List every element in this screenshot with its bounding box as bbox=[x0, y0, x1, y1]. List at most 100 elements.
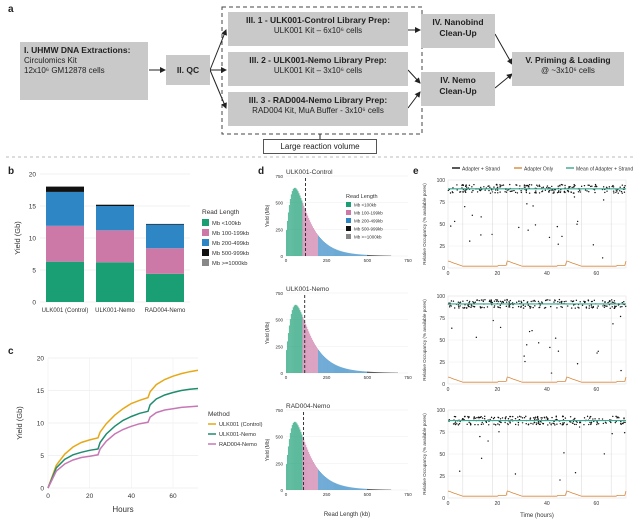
data-point bbox=[458, 305, 460, 308]
histogram-bar bbox=[365, 254, 366, 256]
histogram-bar bbox=[345, 252, 347, 256]
data-point bbox=[471, 214, 474, 216]
data-point bbox=[499, 418, 502, 420]
histogram-bar bbox=[360, 488, 361, 490]
data-point bbox=[480, 234, 482, 236]
histogram-bar bbox=[358, 254, 359, 256]
data-point bbox=[490, 416, 493, 419]
x-tick-label: 20 bbox=[495, 501, 501, 507]
legend-label: Mb <100kb bbox=[354, 203, 377, 208]
data-point bbox=[542, 422, 544, 425]
histogram-bar bbox=[294, 304, 296, 373]
data-point bbox=[509, 415, 512, 418]
data-point bbox=[466, 299, 468, 302]
data-point bbox=[590, 422, 592, 425]
data-point bbox=[485, 421, 488, 424]
series-line bbox=[47, 369, 199, 489]
data-point bbox=[601, 418, 604, 420]
data-point bbox=[504, 417, 507, 419]
histogram-bar bbox=[318, 235, 319, 256]
data-point bbox=[590, 304, 593, 306]
y-tick-label: 0 bbox=[280, 254, 283, 259]
panel-a-letter: a bbox=[8, 4, 14, 15]
data-point bbox=[612, 186, 615, 188]
data-point bbox=[621, 192, 623, 194]
histogram-bar bbox=[299, 195, 301, 256]
histogram-bar bbox=[356, 488, 357, 490]
histogram-bar bbox=[380, 489, 382, 490]
histogram-bar bbox=[377, 372, 379, 373]
y-tick-label: 100 bbox=[437, 294, 446, 300]
data-point bbox=[453, 307, 456, 309]
histogram-bar bbox=[336, 483, 338, 490]
data-point bbox=[474, 423, 476, 426]
histogram-bar bbox=[309, 333, 311, 373]
x-tick-label: 500 bbox=[364, 492, 372, 497]
data-point bbox=[461, 191, 464, 193]
step-nemo-cleanup-title: IV. Nemo bbox=[440, 75, 476, 85]
histogram-bar bbox=[370, 255, 372, 256]
histogram-bar bbox=[301, 434, 303, 490]
step-priming-box: V. Priming & Loading @ ~3x10⁶ cells bbox=[512, 52, 624, 86]
data-point bbox=[553, 189, 556, 191]
histogram-bar bbox=[292, 307, 294, 373]
data-point bbox=[520, 191, 523, 194]
data-point bbox=[452, 187, 454, 189]
histogram-bar bbox=[288, 325, 290, 373]
data-point bbox=[567, 191, 570, 193]
data-point bbox=[461, 418, 463, 421]
data-point bbox=[469, 240, 471, 242]
data-point bbox=[470, 306, 472, 309]
data-point bbox=[589, 421, 591, 424]
data-point bbox=[560, 301, 563, 303]
data-point bbox=[505, 301, 508, 303]
histogram-bar bbox=[338, 366, 340, 373]
data-point bbox=[482, 299, 484, 301]
data-point bbox=[498, 420, 500, 423]
histogram-bar bbox=[341, 367, 343, 373]
histogram-bar bbox=[327, 245, 329, 256]
data-point bbox=[486, 306, 489, 308]
data-point bbox=[598, 418, 600, 420]
histogram-bar bbox=[315, 231, 316, 256]
data-point bbox=[525, 189, 528, 191]
data-point bbox=[593, 189, 596, 191]
data-point bbox=[602, 422, 605, 425]
data-point bbox=[558, 190, 560, 192]
panel-d-letter: d bbox=[258, 166, 265, 177]
histogram-bar bbox=[347, 486, 349, 490]
x-tick-label: 60 bbox=[594, 271, 600, 277]
histogram-bar bbox=[345, 368, 347, 373]
data-point bbox=[578, 426, 581, 428]
histogram-bar bbox=[330, 481, 332, 490]
histogram-bar bbox=[346, 486, 348, 490]
step-nanobind-title: IV. Nanobind bbox=[432, 17, 484, 27]
data-point bbox=[610, 299, 613, 301]
data-point bbox=[624, 185, 626, 187]
legend-label: Mb 500-999kb bbox=[354, 227, 383, 232]
data-point bbox=[532, 300, 534, 302]
data-point bbox=[487, 185, 489, 188]
data-point bbox=[501, 300, 503, 303]
data-point bbox=[516, 184, 518, 186]
data-point bbox=[535, 192, 537, 194]
histogram-bar bbox=[304, 442, 306, 490]
data-point bbox=[477, 416, 480, 418]
data-point bbox=[573, 423, 576, 426]
x-tick-label: 40 bbox=[544, 271, 550, 277]
histogram-bar bbox=[338, 250, 340, 256]
data-point bbox=[471, 305, 473, 307]
data-point bbox=[614, 306, 616, 308]
legend-label: ULK001 (Control) bbox=[219, 422, 263, 428]
x-tick-label: 40 bbox=[544, 387, 550, 393]
data-point bbox=[559, 422, 562, 425]
data-point bbox=[457, 304, 460, 306]
data-point bbox=[570, 191, 572, 193]
data-point bbox=[584, 189, 587, 191]
data-point bbox=[586, 415, 589, 418]
data-point bbox=[472, 301, 474, 303]
data-point bbox=[560, 189, 562, 191]
x-tick-label: 0 bbox=[46, 493, 50, 500]
data-point bbox=[576, 220, 579, 223]
data-point bbox=[544, 306, 547, 309]
